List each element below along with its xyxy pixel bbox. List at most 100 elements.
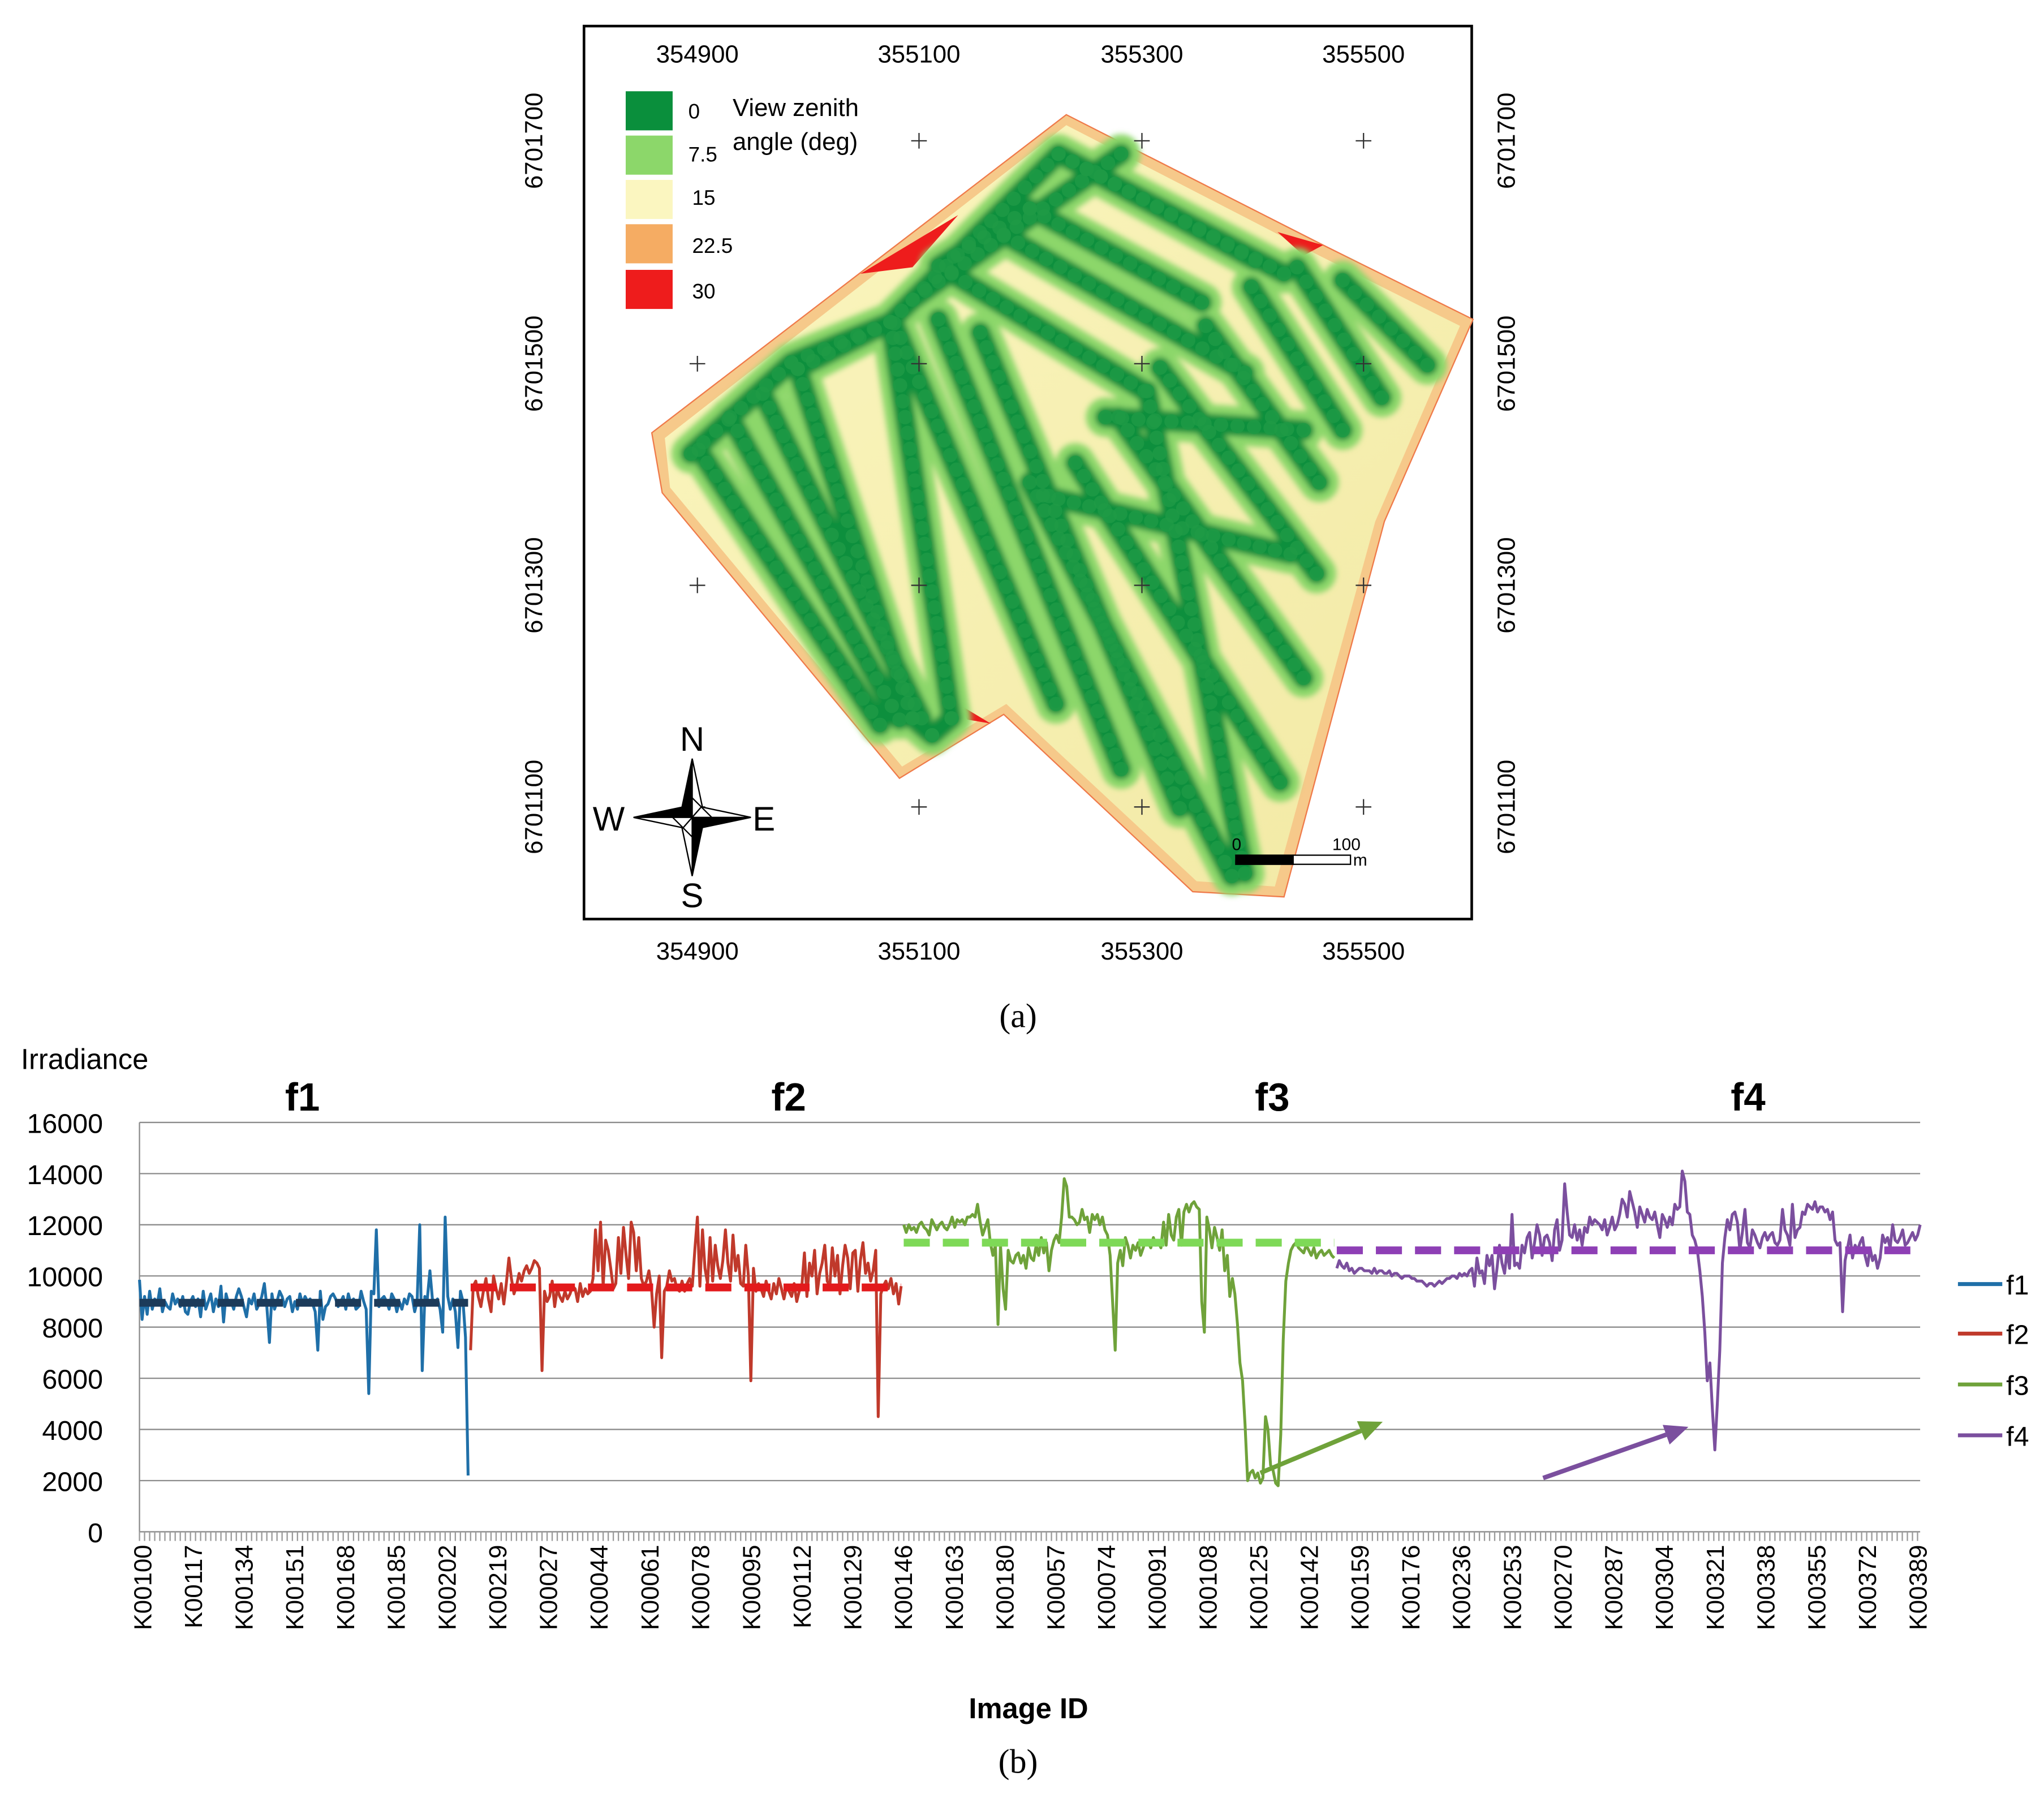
footprint-dot — [1051, 492, 1066, 506]
x-tick-label: K00180 — [992, 1545, 1019, 1630]
footprint-dot — [949, 355, 963, 371]
footprint-dot — [893, 330, 908, 345]
footprint-dot — [1108, 248, 1124, 263]
footprint-dot — [1140, 384, 1155, 398]
footprint-dot — [1219, 773, 1233, 788]
map-y-tick: 6701700 — [520, 93, 548, 189]
footprint-dot — [1109, 644, 1124, 659]
footprint-dot — [1262, 308, 1277, 323]
footprint-dot — [840, 513, 855, 528]
footprint-dot — [1096, 284, 1111, 299]
footprint-dot — [1082, 276, 1096, 291]
map-y-tick: 6701300 — [520, 537, 548, 633]
footprint-dot — [700, 455, 715, 470]
x-tick-label: K00159 — [1346, 1545, 1374, 1630]
footprint-dot — [1110, 293, 1125, 307]
footprint-dot — [1049, 602, 1064, 617]
footprint-dot — [1213, 682, 1228, 696]
footprint-dot — [1164, 414, 1179, 429]
footprint-dot — [1230, 708, 1245, 723]
footprint-dot — [1035, 474, 1050, 489]
footprint-dot — [1171, 615, 1185, 630]
footprint-dot — [1007, 210, 1022, 226]
footprint-dot — [1203, 695, 1217, 709]
footprint-dot — [922, 568, 937, 583]
footprint-dot — [769, 560, 784, 575]
legend-title: angle (deg) — [733, 128, 858, 156]
footprint-dot — [1206, 229, 1221, 244]
map-y-ticks-left: 6701700 6701500 6701300 6701100 — [520, 93, 548, 854]
footprint-dot — [895, 394, 910, 408]
footprint-dot — [1066, 559, 1081, 574]
footprint-dot — [1179, 629, 1194, 643]
footprint-dot — [1181, 784, 1196, 799]
footprint-dot — [1210, 840, 1225, 855]
footprint-dot — [1246, 419, 1262, 435]
footprint-dot — [866, 612, 881, 627]
footprint-dot — [815, 437, 830, 453]
footprint-dot — [1073, 660, 1087, 675]
footprint-dot — [1308, 380, 1323, 395]
footprint-dot — [1171, 539, 1186, 554]
footprint-dot — [1174, 770, 1189, 785]
footprint-dot — [838, 556, 853, 570]
x-tick-label: K00074 — [1093, 1545, 1121, 1630]
footprint-dot — [831, 541, 846, 556]
footprint-dot — [1138, 700, 1153, 715]
footprint-dot — [777, 506, 791, 521]
footprint-dot — [846, 678, 862, 693]
footprint-dot — [918, 283, 933, 298]
footprint-dot — [1066, 646, 1082, 661]
x-tick-label: K00185 — [383, 1545, 411, 1630]
footprint-dot — [1023, 444, 1038, 459]
row-core — [1286, 256, 1392, 408]
north-arrow-compass-icon — [633, 758, 751, 876]
footprint-dot — [769, 492, 784, 507]
x-tick-label: K00134 — [231, 1545, 259, 1630]
footprint-dot — [931, 312, 946, 327]
footprint-dot — [1287, 657, 1302, 672]
footprint-dot — [746, 451, 760, 466]
footprint-dot — [1096, 359, 1111, 373]
footprint-dot — [1144, 514, 1159, 528]
footprint-dot — [1268, 631, 1283, 646]
footprint-dot — [1167, 756, 1182, 771]
footprint-dot — [1094, 240, 1109, 255]
footprint-dot — [837, 338, 851, 353]
footprint-dot — [1040, 158, 1055, 173]
footprint-dot — [918, 389, 933, 404]
footprint-dot — [1152, 446, 1167, 461]
footprint-dot — [1082, 499, 1097, 514]
footprint-dot — [1121, 184, 1137, 199]
footprint-dot — [1203, 540, 1219, 555]
footprint-dot — [1384, 321, 1398, 336]
footprint-dot — [1192, 221, 1207, 236]
footprint-dot — [1035, 488, 1051, 503]
footprint-dot — [1187, 617, 1202, 632]
footprint-dot — [1077, 468, 1091, 484]
footprint-dot — [1147, 741, 1162, 756]
footprint-dot — [795, 377, 810, 392]
footprint-dot — [915, 521, 930, 536]
footprint-dot — [1365, 376, 1380, 390]
y-tick-label: 0 — [88, 1518, 103, 1548]
footprint-dot — [786, 586, 801, 601]
footprint-dot — [1143, 399, 1157, 414]
footprint-dot — [1250, 605, 1265, 620]
footprint-dot — [1217, 854, 1232, 870]
footprint-dot — [1283, 547, 1298, 561]
footprint-dot — [1181, 586, 1195, 601]
footprint-dot — [1326, 408, 1341, 423]
y-tick-label: 14000 — [27, 1160, 104, 1190]
footprint-dot — [1137, 264, 1152, 278]
y-tick-label: 10000 — [27, 1262, 104, 1293]
footprint-dot — [1029, 169, 1044, 184]
footprint-dot — [738, 437, 753, 452]
footprint-dot — [1100, 156, 1116, 170]
footprint-dot — [1135, 191, 1151, 207]
footprint-dot — [1166, 279, 1181, 294]
footprint-dot — [1108, 747, 1122, 762]
footprint-dot — [1290, 260, 1305, 275]
footprint-dot — [1231, 463, 1246, 478]
grid-cross — [1134, 799, 1150, 815]
